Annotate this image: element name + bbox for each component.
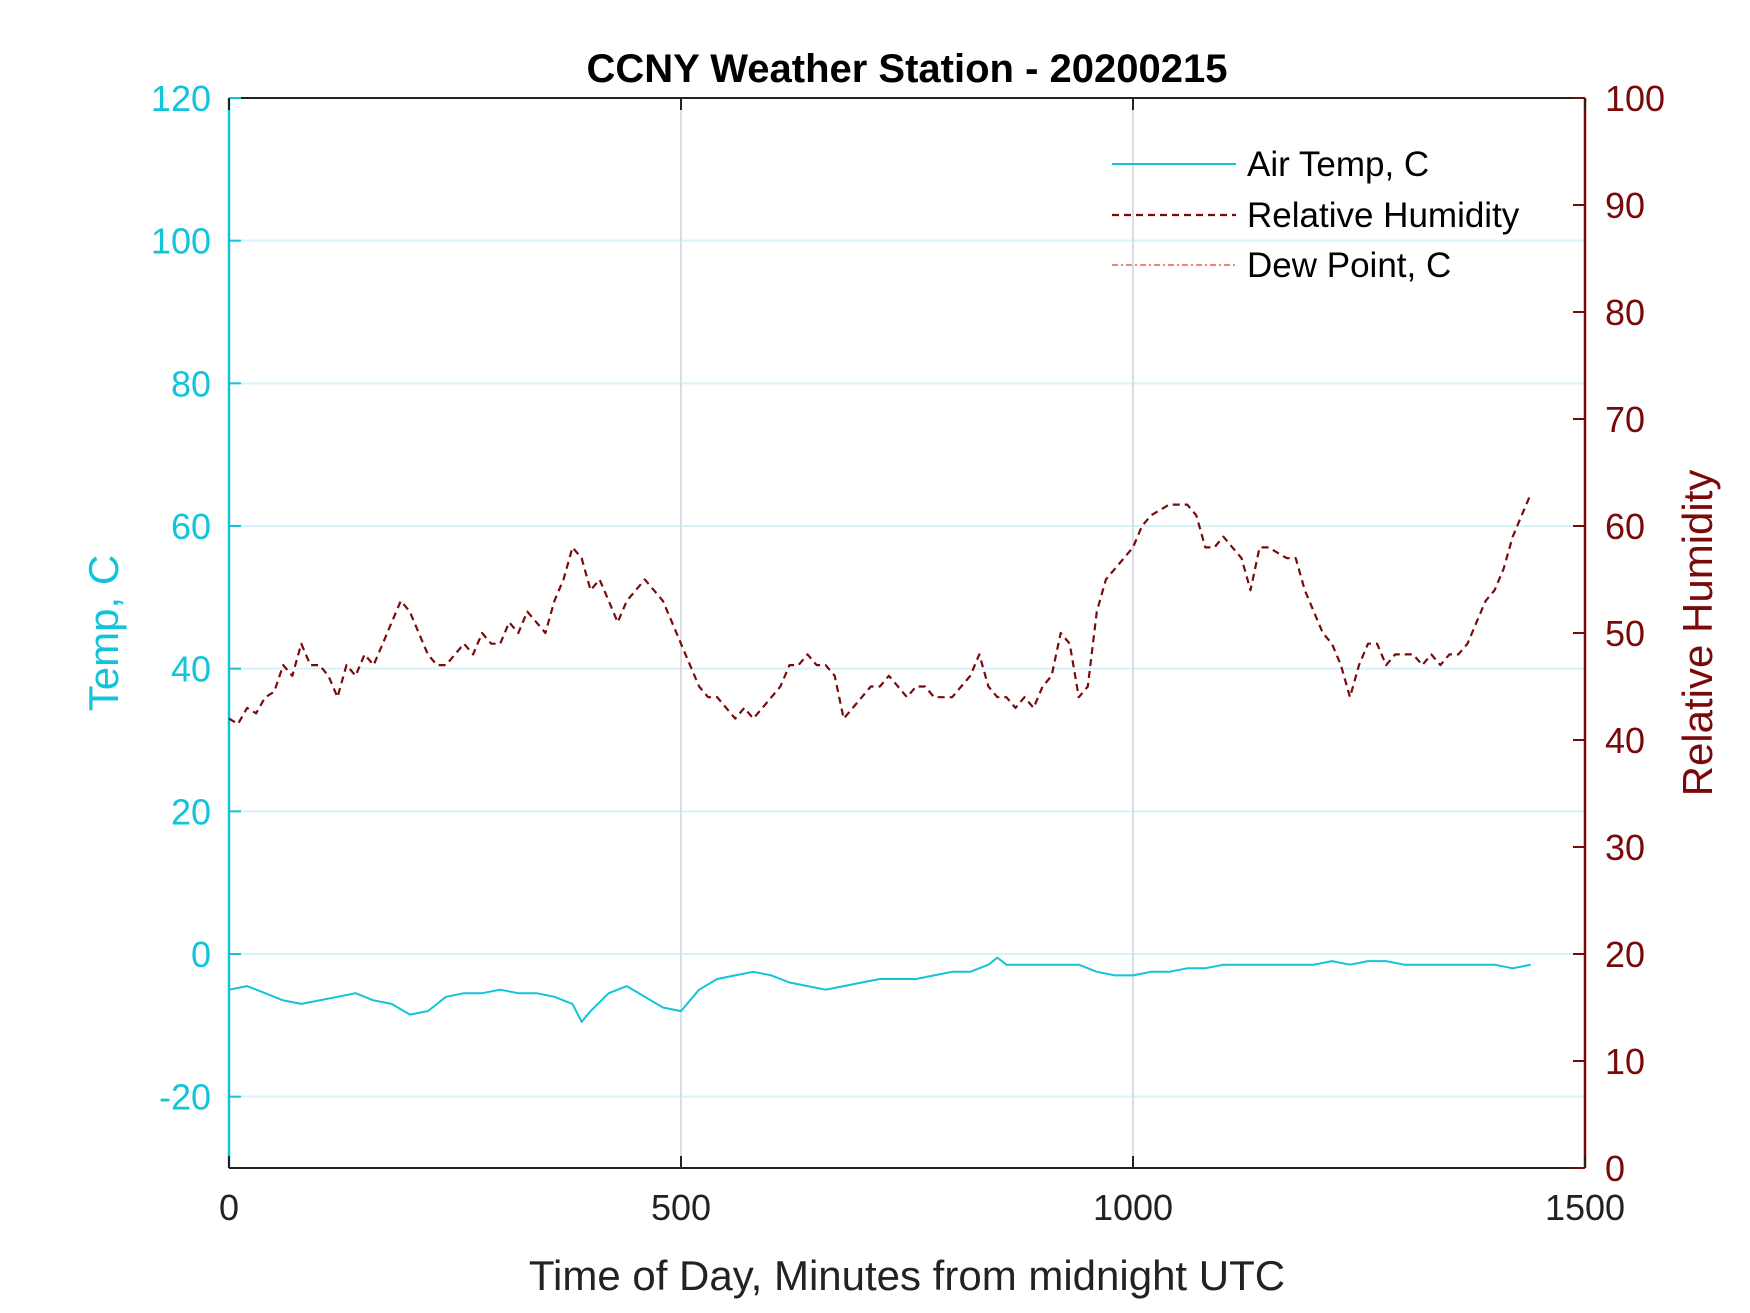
legend-label-relative-humidity: Relative Humidity <box>1247 196 1520 235</box>
legend: Air Temp, C Relative Humidity Dew Point,… <box>1112 145 1520 285</box>
y-left-tick-label: 120 <box>151 78 211 119</box>
y-right-tick-label: 100 <box>1605 78 1665 119</box>
y-left-axis-label: Temp, C <box>80 555 127 711</box>
axes <box>227 97 1587 1169</box>
series <box>228 493 1532 1023</box>
x-tick-label: 0 <box>219 1187 239 1228</box>
y-left-tick-label: 40 <box>171 649 211 690</box>
y-right-tick-label: 0 <box>1605 1148 1625 1189</box>
y-left-tick-label: 60 <box>171 506 211 547</box>
y-right-tick-label: 20 <box>1605 934 1645 975</box>
y-left-tick-label: 100 <box>151 221 211 262</box>
y-left-tick-label: 80 <box>171 363 211 404</box>
chart-title: CCNY Weather Station - 20200215 <box>587 47 1228 91</box>
y-right-tick-label: 80 <box>1605 292 1645 333</box>
legend-label-dew-point: Dew Point, C <box>1247 246 1451 285</box>
y-right-tick-label: 90 <box>1605 185 1645 226</box>
grid <box>229 97 1585 1168</box>
legend-label-air-temp: Air Temp, C <box>1247 145 1429 184</box>
y-right-tick-label: 50 <box>1605 613 1645 654</box>
x-axis-label: Time of Day, Minutes from midnight UTC <box>529 1252 1285 1299</box>
y-right-axis-label: Relative Humidity <box>1674 470 1721 797</box>
y-right-tick-label: 30 <box>1605 827 1645 868</box>
x-tick-label: 1000 <box>1093 1187 1173 1228</box>
relative-humidity-line <box>228 493 1532 726</box>
x-tick-label: 1500 <box>1545 1187 1625 1228</box>
y-right-tick-label: 70 <box>1605 399 1645 440</box>
y-right-tick-label: 40 <box>1605 720 1645 761</box>
y-right-tick-label: 10 <box>1605 1041 1645 1082</box>
y-right-tick-label: 60 <box>1605 506 1645 547</box>
y-left-tick-label: -20 <box>159 1077 211 1118</box>
y-left-tick-label: 0 <box>191 934 211 975</box>
x-tick-label: 500 <box>651 1187 711 1228</box>
y-left-tick-label: 20 <box>171 791 211 832</box>
air-temp-line <box>228 956 1531 1023</box>
